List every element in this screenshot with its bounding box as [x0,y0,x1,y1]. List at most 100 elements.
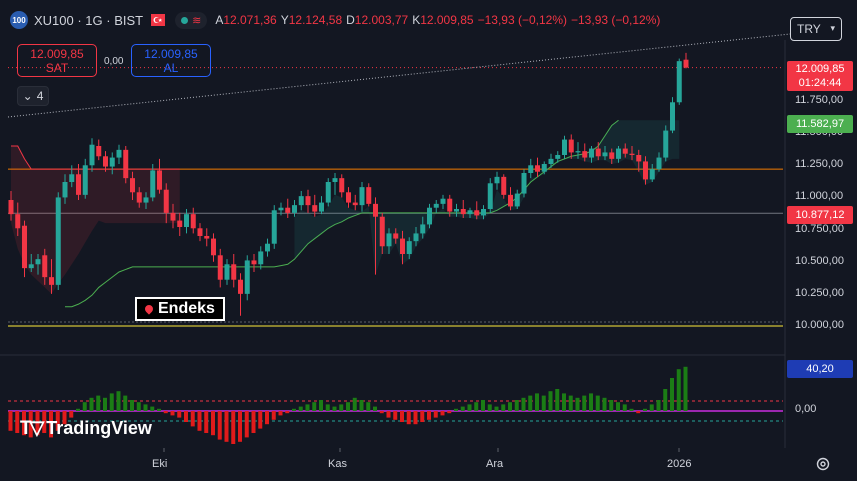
candle-body [481,209,486,216]
candle-body [332,178,338,182]
histogram-bar [292,408,296,411]
histogram-bar [454,408,458,411]
histogram-bar [656,400,661,411]
histogram-bar [49,411,53,438]
candle-body [447,198,453,212]
candle-body [373,203,378,217]
candle-body [204,236,210,239]
histogram-bar [508,402,512,411]
histogram-bar [325,404,330,411]
histogram-bar [609,400,614,411]
histogram-bar [602,397,607,411]
histogram-bar [96,395,101,411]
symbol-title[interactable]: XU100 · 1G · BIST [34,12,144,28]
candle-body [292,205,297,213]
trend-line [7,33,791,118]
ohlc-key: Y [280,13,289,27]
settings-gear-icon[interactable] [815,456,831,472]
histogram-bar [474,402,479,411]
histogram-bar [244,411,249,438]
candle-body [643,161,648,180]
histogram-bar [420,411,425,422]
candle-body [217,255,223,280]
histogram-bar [28,411,33,438]
histogram-bar [649,404,654,411]
candle-body [258,251,264,265]
spread-value: 0,00 [104,56,124,67]
histogram-bar [514,400,519,411]
candle-body [487,183,493,209]
histogram-bar [670,378,674,411]
candle-body [251,260,257,265]
ohlc-item: Y12.124,58 [281,13,342,27]
candle-body [55,197,61,285]
candle-body [35,259,41,265]
indicator-value-label: 40,20 [787,360,853,378]
candle-body [420,224,426,234]
candle-body [184,214,189,227]
histogram-bar [35,411,40,436]
candle-body [427,207,432,225]
candle-body [62,182,68,198]
candle-body [8,200,14,215]
price-tick-label: 11.000,00 [795,190,844,203]
histogram-bar [109,393,114,411]
candle-body [568,139,574,153]
candle-body [116,149,122,158]
histogram-bar [211,411,215,436]
currency-select[interactable]: TRY ▾ [790,17,842,41]
candle-body [602,152,608,157]
ohlc-value: −13,93 (−0,12%) [571,13,661,27]
candle-body [15,214,21,229]
index-badge[interactable]: 100 [10,11,28,29]
histogram-bar [548,391,553,411]
sell-button[interactable]: 12.009,85 SAT [17,44,97,77]
histogram-bar [568,395,573,411]
histogram-bar [433,411,438,418]
candles [8,52,689,316]
candle-body [177,220,183,227]
green-level-label: 11.582,97 [787,115,853,133]
chevron-down-icon: ⌄ [22,89,33,103]
histogram-bar [82,402,87,411]
histogram-bar [413,411,418,425]
histogram-bar [177,411,182,418]
histogram-bar [555,389,560,411]
ohlc-item: K12.009,85 [412,13,473,27]
candle-body [339,178,345,193]
histogram-bar [76,408,80,411]
collapse-indicators-button[interactable]: ⌄ 4 [17,86,49,106]
histogram-bar [440,411,445,416]
candle-body [501,176,507,195]
annotation-label[interactable]: Endeks [135,297,225,321]
histogram-bar [528,395,533,411]
candle-body [582,151,588,158]
candle-body [528,165,534,173]
ohlc-values: A12.071,36 Y12.124,58 D12.003,77 K12.009,85… [215,13,660,27]
tradingview-logo-icon: T▽ [20,418,44,439]
candle-body [393,233,399,239]
market-status[interactable]: ≋ [175,11,208,29]
histogram-bar [285,411,290,414]
buy-button[interactable]: 12.009,85 AL [131,44,211,77]
histogram-bar [616,402,620,411]
histogram-bar [103,397,107,411]
countdown-value: 01:24:44 [798,77,842,89]
buy-label: AL [163,60,179,75]
time-tick-label: 2026 [667,458,692,470]
price-tick-label: 10.750,00 [795,222,844,235]
candle-body [629,153,635,155]
candle-body [359,187,365,206]
histogram-bar [595,395,600,411]
chevron-down-icon: ▾ [830,23,835,33]
histogram-bar [265,411,269,425]
histogram-bar [481,400,485,411]
histogram-bar [15,411,20,433]
ohlc-item: A12.071,36 [215,13,276,27]
histogram-bar [190,411,195,427]
histogram-bar [55,411,60,431]
time-tick-label: Ara [486,458,504,470]
candle-body [616,148,621,159]
sell-label: SAT [45,60,69,75]
